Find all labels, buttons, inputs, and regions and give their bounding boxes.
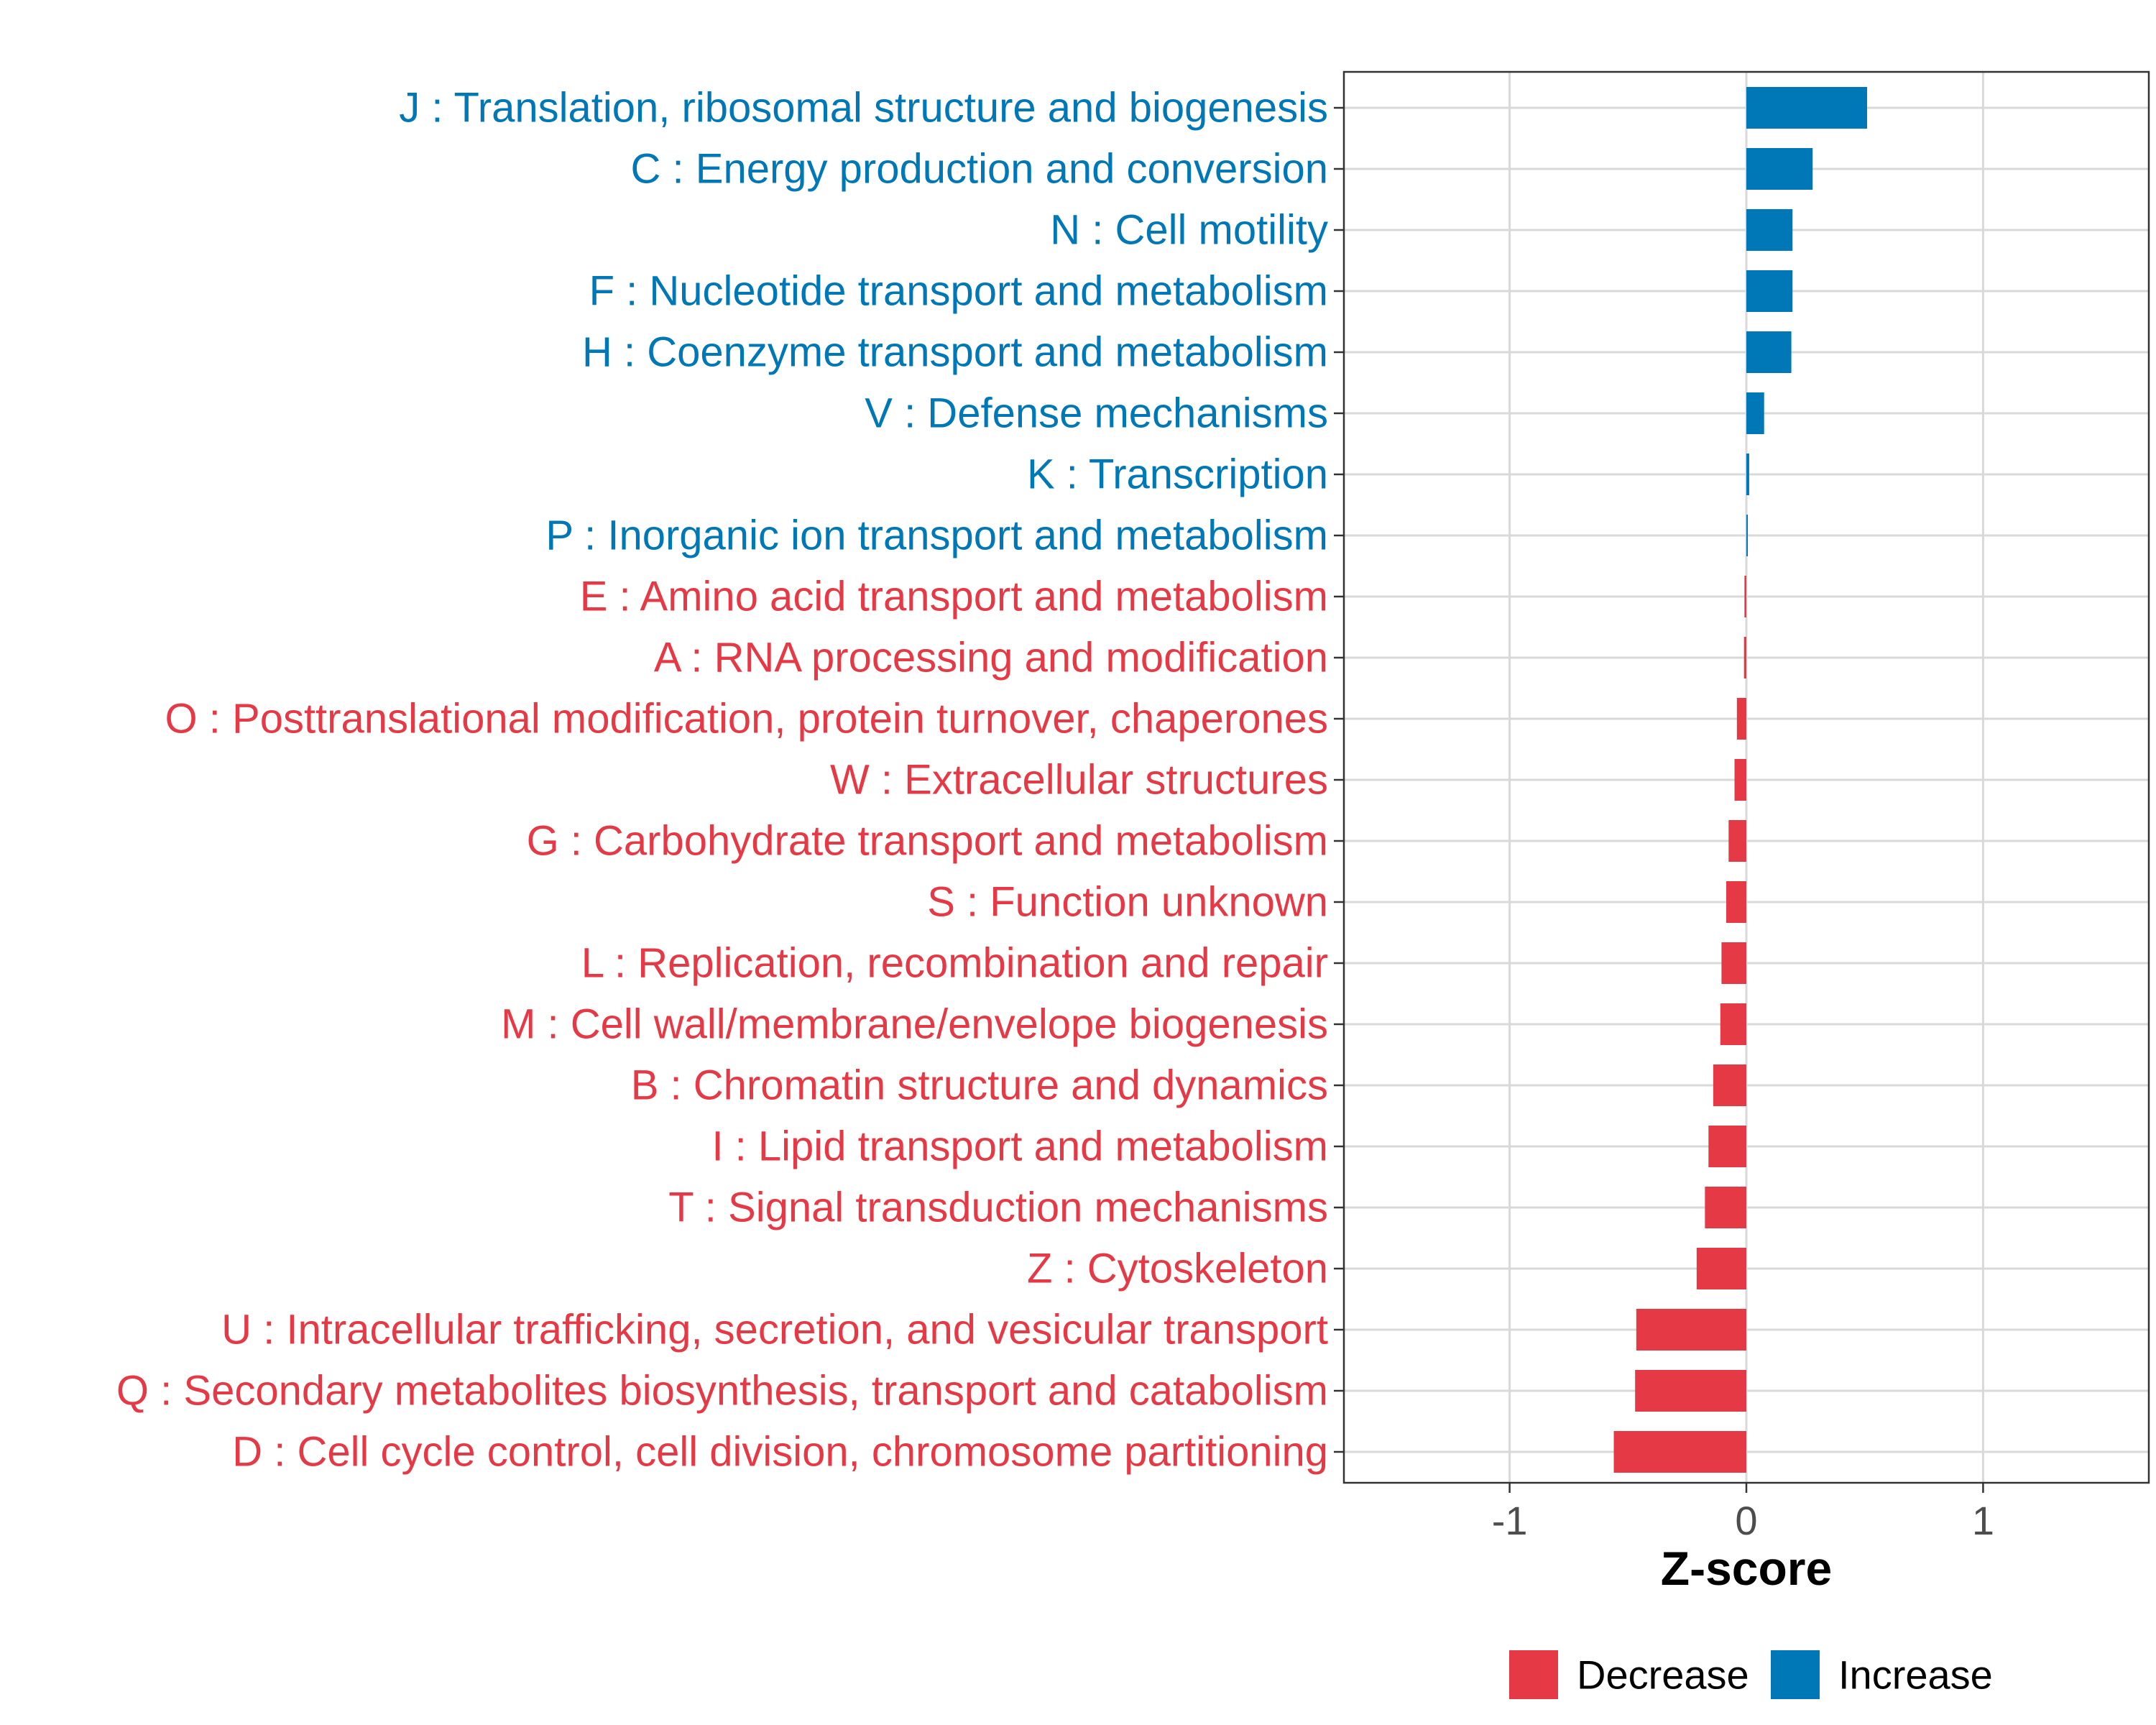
y-tick-label: L : Replication, recombination and repai… bbox=[581, 940, 1328, 987]
y-tick-label: Q : Secondary metabolites biosynthesis, … bbox=[116, 1368, 1328, 1414]
x-axis-title: Z-score bbox=[1661, 1542, 1832, 1595]
y-tick-label: T : Signal transduction mechanisms bbox=[668, 1184, 1328, 1231]
y-tick-label: A : RNA processing and modification bbox=[654, 635, 1328, 681]
bar bbox=[1713, 1064, 1746, 1106]
bar bbox=[1746, 392, 1764, 434]
x-tick-label: 0 bbox=[1735, 1498, 1757, 1543]
y-tick-label: H : Coenzyme transport and metabolism bbox=[582, 329, 1328, 376]
y-tick-label: U : Intracellular trafficking, secretion… bbox=[221, 1307, 1328, 1353]
bar bbox=[1746, 270, 1793, 312]
labels-layer: J : Translation, ribosomal structure and… bbox=[116, 85, 1994, 1544]
bar bbox=[1746, 148, 1813, 190]
legend: Decrease Increase bbox=[1509, 1650, 1993, 1699]
bar bbox=[1746, 515, 1748, 556]
y-tick-label: P : Inorganic ion transport and metaboli… bbox=[545, 512, 1328, 559]
bar bbox=[1728, 820, 1746, 862]
bar bbox=[1734, 759, 1746, 801]
y-tick-label: D : Cell cycle control, cell division, c… bbox=[232, 1429, 1328, 1476]
bar bbox=[1744, 576, 1746, 617]
y-tick-label: E : Amino acid transport and metabolism bbox=[580, 574, 1328, 620]
y-tick-label: B : Chromatin structure and dynamics bbox=[631, 1062, 1328, 1109]
ticks-layer bbox=[1334, 106, 1984, 1493]
bar bbox=[1636, 1309, 1746, 1351]
legend-swatch bbox=[1509, 1650, 1558, 1699]
bar bbox=[1746, 331, 1792, 373]
bar bbox=[1743, 637, 1746, 678]
bar bbox=[1726, 881, 1746, 923]
y-tick-label: J : Translation, ribosomal structure and… bbox=[399, 85, 1328, 132]
bar bbox=[1721, 942, 1746, 984]
legend-label: Decrease bbox=[1577, 1652, 1749, 1698]
y-tick-label: Z : Cytoskeleton bbox=[1027, 1246, 1328, 1292]
bar bbox=[1708, 1126, 1746, 1167]
bar bbox=[1746, 209, 1793, 251]
bar bbox=[1746, 454, 1749, 495]
bar bbox=[1696, 1248, 1746, 1289]
y-tick-label: G : Carbohydrate transport and metabolis… bbox=[527, 818, 1328, 865]
bar bbox=[1635, 1370, 1746, 1412]
bar bbox=[1720, 1003, 1746, 1045]
y-tick-label: O : Posttranslational modification, prot… bbox=[165, 696, 1328, 742]
y-tick-label: K : Transcription bbox=[1027, 451, 1328, 498]
y-tick-label: M : Cell wall/membrane/envelope biogenes… bbox=[501, 1001, 1328, 1048]
bar bbox=[1746, 87, 1867, 129]
x-tick-label: 1 bbox=[1972, 1498, 1994, 1543]
bar bbox=[1613, 1431, 1746, 1473]
y-tick-label: V : Defense mechanisms bbox=[865, 390, 1328, 437]
y-tick-label: F : Nucleotide transport and metabolism bbox=[589, 268, 1328, 315]
x-tick-label: -1 bbox=[1492, 1498, 1528, 1543]
y-tick-label: C : Energy production and conversion bbox=[631, 146, 1328, 193]
y-tick-label: S : Function unknown bbox=[927, 879, 1328, 926]
y-tick-label: I : Lipid transport and metabolism bbox=[711, 1123, 1328, 1170]
bar bbox=[1736, 698, 1746, 740]
legend-swatch bbox=[1771, 1650, 1820, 1699]
y-tick-label: N : Cell motility bbox=[1050, 207, 1328, 254]
bar bbox=[1705, 1187, 1746, 1228]
y-tick-label: W : Extracellular structures bbox=[830, 757, 1328, 804]
bars-layer bbox=[1613, 87, 1867, 1473]
legend-label: Increase bbox=[1838, 1652, 1993, 1698]
